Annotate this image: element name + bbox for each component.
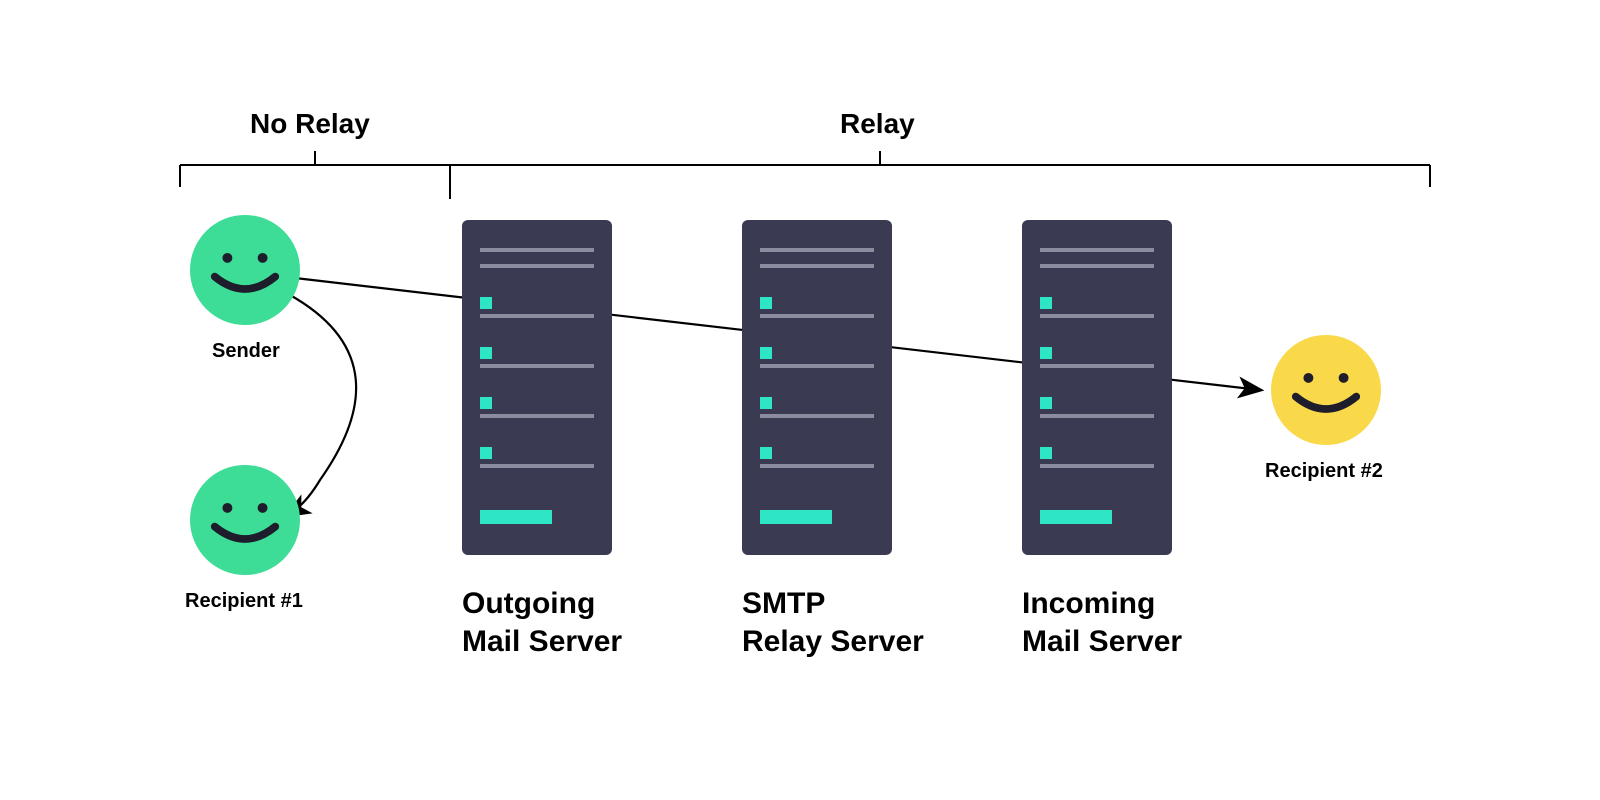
smiley-icon xyxy=(1271,335,1381,445)
server-icon xyxy=(1022,220,1172,555)
sender-label: Sender xyxy=(212,340,280,363)
no-relay-label: No Relay xyxy=(250,108,370,140)
incoming-server-label: Incoming Mail Server xyxy=(1022,585,1182,660)
server-icon xyxy=(742,220,892,555)
relay-label: Relay xyxy=(840,108,915,140)
arrow-sender-to-recipient1 xyxy=(288,295,356,515)
diagram-canvas: No Relay Relay Sender Recipient #1 Recip… xyxy=(20,20,1580,760)
recipient2-label: Recipient #2 xyxy=(1265,460,1383,483)
outgoing-server-label: Outgoing Mail Server xyxy=(462,585,622,660)
server-icon xyxy=(462,220,612,555)
recipient1-label: Recipient #1 xyxy=(185,590,303,613)
smiley-icon xyxy=(190,215,300,325)
smtp-relay-server-label: SMTP Relay Server xyxy=(742,585,924,660)
smiley-icon xyxy=(190,465,300,575)
